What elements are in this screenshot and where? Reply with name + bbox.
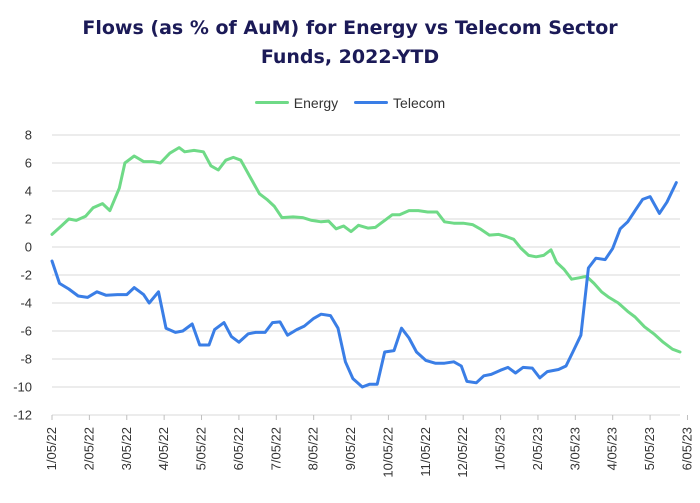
- y-tick-label: 0: [25, 240, 32, 255]
- y-tick-label: -10: [13, 380, 32, 395]
- series-line-telecom: [50, 181, 678, 389]
- legend-item-energy: Energy: [254, 94, 339, 111]
- legend-swatch-energy: [254, 101, 289, 104]
- x-tick-label: 1/05/22: [44, 427, 59, 470]
- x-tick-label: 4/05/23: [605, 427, 620, 470]
- x-tick-label: 2/05/23: [530, 427, 545, 470]
- series-lines: [50, 146, 682, 389]
- x-tick-label: 8/05/22: [306, 427, 321, 470]
- x-tick-label: 5/05/23: [642, 427, 657, 470]
- y-tick-label: 6: [25, 156, 32, 171]
- x-tick-label: 3/05/22: [119, 427, 134, 470]
- y-tick-label: -4: [20, 296, 32, 311]
- grid-lines: [52, 134, 680, 416]
- x-tick-label: 11/05/22: [418, 427, 433, 477]
- y-tick-label: 8: [25, 128, 32, 143]
- legend-swatch-telecom: [354, 101, 389, 104]
- x-tick-label: 6/05/23: [679, 427, 694, 470]
- x-tick-label: 3/05/23: [567, 427, 582, 470]
- chart-title: Flows (as % of AuM) for Energy vs Teleco…: [0, 14, 700, 72]
- y-axis-ticks: 8 6 4 2 0 -2 -4 -6 -8 -10 -12: [13, 128, 32, 423]
- x-axis-ticks: 1/05/22 2/05/22 3/05/22 4/05/22 5/05/22 6/05/…: [44, 415, 694, 478]
- chart-title-line-2: Funds, 2022-YTD: [260, 46, 440, 68]
- legend-label-energy: Energy: [293, 94, 339, 111]
- chart-legend: Energy Telecom: [0, 91, 700, 111]
- y-tick-label: -8: [20, 352, 32, 367]
- series-line-energy: [50, 146, 682, 354]
- y-tick-label: 4: [25, 184, 32, 199]
- chart-title-line-1: Flows (as % of AuM) for Energy vs Teleco…: [82, 17, 618, 39]
- x-tick-label: 10/05/22: [380, 427, 395, 478]
- legend-item-telecom: Telecom: [354, 95, 445, 111]
- legend-label-telecom: Telecom: [393, 94, 446, 111]
- x-tick-label: 9/05/22: [343, 427, 358, 470]
- x-tick-label: 5/05/22: [194, 427, 209, 470]
- x-tick-label: 12/05/22: [455, 427, 470, 478]
- x-tick-label: 2/05/22: [81, 427, 96, 470]
- x-tick-label: 1/05/23: [493, 427, 508, 470]
- x-tick-label: 6/05/22: [231, 427, 246, 470]
- y-tick-label: -6: [20, 324, 32, 339]
- y-tick-label: -12: [13, 408, 32, 423]
- x-tick-label: 7/05/22: [268, 427, 283, 470]
- y-tick-label: 2: [25, 212, 32, 227]
- y-tick-label: -2: [20, 268, 32, 283]
- x-tick-label: 4/05/22: [156, 427, 171, 470]
